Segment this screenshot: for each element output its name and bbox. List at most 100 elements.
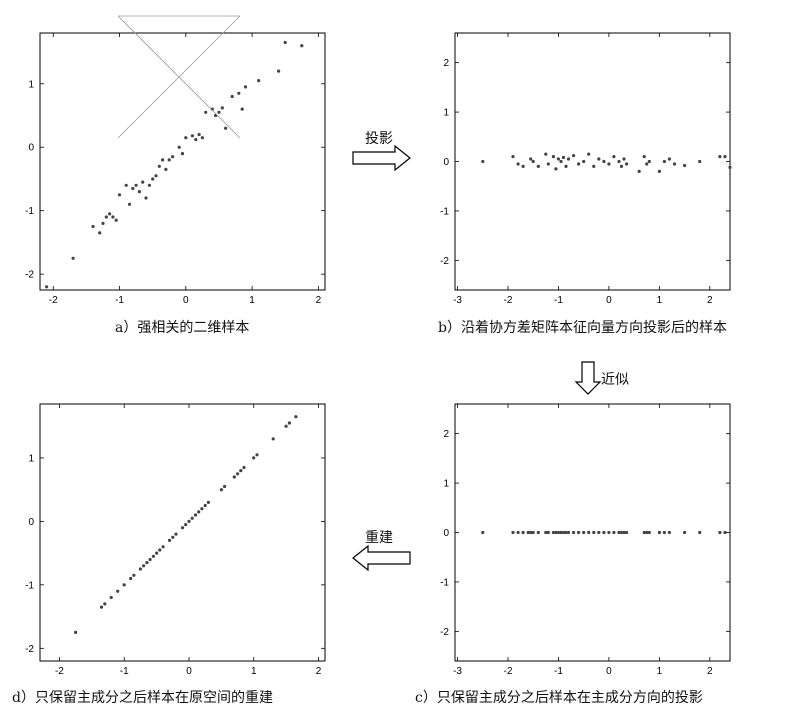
x-tick-label: -3 <box>453 295 462 306</box>
data-point <box>109 595 113 600</box>
data-point <box>157 164 161 168</box>
data-point <box>151 554 155 558</box>
data-point <box>145 561 149 565</box>
data-point <box>190 134 194 138</box>
data-point <box>240 107 244 111</box>
data-point <box>131 186 135 191</box>
projection-label: 投影 <box>365 131 393 147</box>
y-tick-label: -2 <box>440 627 449 638</box>
y-tick-label: -2 <box>25 270 34 281</box>
data-point <box>582 530 586 535</box>
data-point <box>138 567 142 571</box>
data-point <box>147 183 151 187</box>
data-point <box>155 551 159 555</box>
data-point <box>622 530 626 535</box>
data-point <box>723 155 727 159</box>
data-point <box>294 415 298 419</box>
data-point <box>224 126 228 130</box>
data-point <box>546 162 550 166</box>
data-point <box>203 503 207 508</box>
data-point <box>108 212 112 216</box>
data-point <box>132 573 136 577</box>
y-tick-label: -1 <box>25 206 34 217</box>
panel-a-points <box>45 40 304 289</box>
data-point <box>91 224 95 229</box>
y-tick-label: 1 <box>28 79 34 90</box>
data-point <box>71 256 75 260</box>
data-point <box>184 136 188 140</box>
data-point <box>645 530 649 535</box>
data-point <box>662 159 667 164</box>
data-point <box>242 465 246 470</box>
data-point <box>481 530 485 535</box>
data-point <box>622 157 626 161</box>
panel-d-ticks: -2 -1 0 1 2 -2 -1 0 1 <box>25 404 325 677</box>
data-point <box>197 510 201 514</box>
data-point <box>642 155 646 159</box>
panel-a-scatter: -2 -1 0 1 2 -2 -1 0 1 <box>25 15 326 306</box>
data-point <box>667 157 672 161</box>
data-point <box>271 437 275 441</box>
data-point <box>672 162 677 166</box>
data-point <box>544 530 548 535</box>
data-point <box>180 526 185 530</box>
data-point <box>625 530 629 535</box>
x-tick-label: 2 <box>707 295 713 306</box>
data-point <box>572 154 576 158</box>
data-point <box>122 583 126 587</box>
data-point <box>236 472 240 476</box>
data-point <box>554 530 558 535</box>
approx-label: 近似 <box>601 372 629 388</box>
data-point <box>647 159 651 164</box>
data-point <box>197 132 201 137</box>
x-tick-label: -3 <box>453 666 462 677</box>
data-point <box>572 530 576 535</box>
reconstruct-arrow-icon <box>352 544 411 572</box>
y-tick-label: 0 <box>443 528 449 539</box>
projection-arrow-icon <box>352 144 411 172</box>
data-point <box>158 548 162 552</box>
data-point <box>177 145 181 149</box>
data-point <box>117 193 122 197</box>
data-point <box>582 159 586 164</box>
data-point <box>151 177 155 181</box>
panel-a-frame <box>39 32 326 291</box>
data-point <box>607 162 611 166</box>
data-point <box>141 180 145 184</box>
y-tick-label: -1 <box>25 580 34 591</box>
data-point <box>551 530 556 535</box>
data-point <box>561 155 566 160</box>
data-point <box>144 196 148 200</box>
data-point <box>683 163 687 168</box>
data-point <box>98 231 102 235</box>
data-point <box>617 530 621 535</box>
x-tick-label: 1 <box>657 666 663 677</box>
data-point <box>587 152 591 156</box>
data-point <box>516 530 520 535</box>
panel-b-ticks: -3 -2 -1 0 1 2 -2 -1 0 1 2 <box>440 33 730 306</box>
data-point <box>239 469 243 473</box>
panel-d-frame <box>39 403 326 662</box>
data-point <box>204 110 208 114</box>
y-tick-label: 2 <box>443 429 449 440</box>
x-tick-label: 0 <box>183 295 189 306</box>
caption-panel-b: b）沿着协方差矩阵本征向量方向投影后的样本 <box>438 320 727 336</box>
data-point <box>103 602 107 606</box>
x-tick-label: -1 <box>120 666 129 677</box>
data-point <box>129 576 133 581</box>
data-point <box>602 159 606 164</box>
data-point <box>101 221 105 225</box>
y-tick-label: 0 <box>443 157 449 168</box>
data-point <box>127 202 132 206</box>
data-point <box>561 530 566 535</box>
x-tick-label: 1 <box>657 295 663 306</box>
data-point <box>164 167 168 171</box>
caption-panel-d: d）只保留主成分之后样本在原空间的重建 <box>12 690 273 706</box>
y-tick-label: -1 <box>440 577 449 588</box>
data-point <box>104 215 108 219</box>
y-tick-label: -1 <box>440 206 449 217</box>
data-point <box>252 456 256 460</box>
x-tick-label: 2 <box>707 666 713 677</box>
panel-d-points <box>74 415 298 635</box>
data-point <box>193 513 198 517</box>
